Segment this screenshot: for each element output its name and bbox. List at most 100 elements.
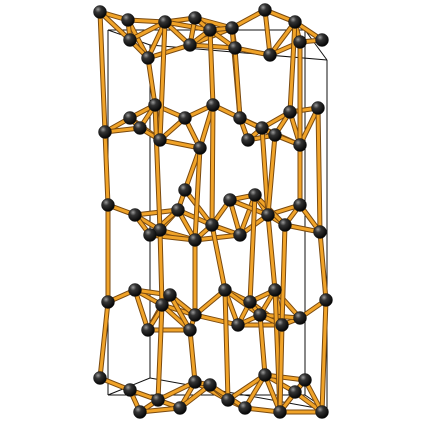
atom xyxy=(93,371,107,385)
bond xyxy=(193,233,242,242)
bond xyxy=(320,298,328,414)
atom xyxy=(128,283,142,297)
atom xyxy=(188,375,202,389)
atom xyxy=(206,98,220,112)
atom xyxy=(123,383,137,397)
atom xyxy=(223,193,237,207)
atom xyxy=(268,283,282,297)
atom xyxy=(298,373,312,387)
atom xyxy=(231,318,245,332)
bond xyxy=(156,303,164,402)
bond xyxy=(316,106,322,234)
bond xyxy=(153,103,162,232)
atom xyxy=(101,198,115,212)
atom xyxy=(293,138,307,152)
atom xyxy=(178,183,192,197)
atom xyxy=(238,401,252,415)
bond xyxy=(266,133,277,217)
bond xyxy=(228,198,270,217)
atom xyxy=(173,401,187,415)
atom xyxy=(188,233,202,247)
bond xyxy=(318,230,328,302)
bond xyxy=(193,313,240,327)
atom xyxy=(248,188,262,202)
atom xyxy=(278,218,292,232)
atom xyxy=(275,318,289,332)
atom xyxy=(101,295,115,309)
bond xyxy=(208,28,215,107)
atom xyxy=(233,111,247,125)
bond xyxy=(210,223,227,292)
bond xyxy=(133,208,180,217)
atom xyxy=(133,121,147,135)
bond xyxy=(163,20,212,32)
atom xyxy=(258,3,272,17)
atom xyxy=(123,111,137,125)
atom xyxy=(253,308,267,322)
atom xyxy=(151,393,165,407)
atom xyxy=(319,293,333,307)
atom xyxy=(133,405,147,419)
atom xyxy=(311,101,325,115)
atom xyxy=(315,405,329,419)
bond xyxy=(233,46,242,120)
atom xyxy=(243,295,257,309)
atom xyxy=(293,198,307,212)
atom xyxy=(188,308,202,322)
cell-edge xyxy=(304,29,328,61)
bond xyxy=(158,138,202,150)
bond xyxy=(263,8,272,57)
atom xyxy=(283,105,297,119)
bond xyxy=(146,43,192,60)
bond xyxy=(156,380,197,402)
bond xyxy=(266,213,277,292)
atom xyxy=(183,38,197,52)
bond xyxy=(248,193,257,304)
atom xyxy=(163,288,177,302)
atom xyxy=(203,378,217,392)
bond xyxy=(103,130,110,207)
atoms-layer xyxy=(93,3,333,419)
atom xyxy=(221,393,235,407)
atom xyxy=(315,33,329,47)
atom xyxy=(261,208,275,222)
bond xyxy=(226,373,267,402)
atom xyxy=(155,298,169,312)
atom xyxy=(128,208,142,222)
atom xyxy=(148,98,162,112)
atom xyxy=(293,35,307,49)
atom xyxy=(218,283,232,297)
bond xyxy=(146,56,157,107)
atom xyxy=(268,128,282,142)
atom xyxy=(178,111,192,125)
atom xyxy=(153,133,167,147)
atom xyxy=(233,228,247,242)
atom xyxy=(313,225,327,239)
atom xyxy=(121,13,135,27)
bond xyxy=(193,146,202,242)
atom xyxy=(158,15,172,29)
bond xyxy=(210,103,215,227)
atom xyxy=(203,23,217,37)
atom xyxy=(225,21,239,35)
atom xyxy=(93,5,107,19)
atom xyxy=(293,311,307,325)
atom xyxy=(228,41,242,55)
atom xyxy=(241,133,255,147)
atom xyxy=(273,405,287,419)
bond xyxy=(258,313,267,377)
atom xyxy=(171,203,185,217)
bond xyxy=(98,10,107,134)
atom xyxy=(143,228,157,242)
bond xyxy=(280,223,287,327)
bond xyxy=(268,20,297,57)
atom xyxy=(263,48,277,62)
bond xyxy=(288,20,297,114)
atom xyxy=(193,141,207,155)
bond xyxy=(158,20,167,142)
atom xyxy=(188,11,202,25)
bond xyxy=(158,228,164,307)
atom xyxy=(288,385,302,399)
